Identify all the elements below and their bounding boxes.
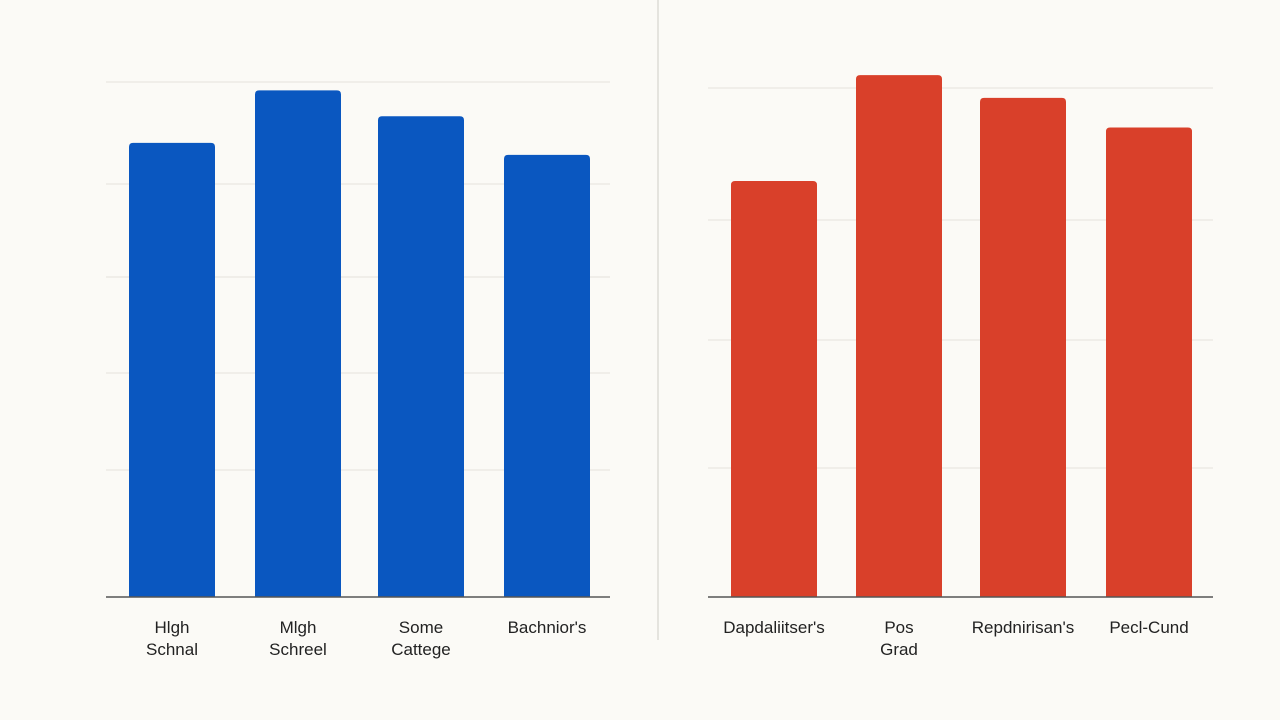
left-tick-label-1-line-2: Schnal	[146, 640, 198, 659]
right-bar-2	[856, 75, 942, 598]
right-tick-label-2-line-1: Pos	[884, 618, 913, 637]
left-bar-chart: Hlgh Schnal Mlgh Schreel Some Cattege Bachnior…	[106, 81, 610, 659]
right-bar-4	[1106, 127, 1192, 597]
left-bar-4	[504, 154, 590, 598]
left-tick-label-2-line-2: Schreel	[269, 640, 327, 659]
left-tick-label-3-line-1: Some	[399, 618, 443, 637]
right-bar-chart: Dapdaliitser's Pos Grad Repdnirisan's Pecl-C…	[708, 75, 1213, 659]
right-tick-label-1: Dapdaliitser's	[723, 618, 825, 637]
right-bar-1	[731, 181, 817, 598]
left-bar-3	[378, 116, 464, 598]
left-tick-label-1-line-1: Hlgh	[155, 618, 190, 637]
left-bar-1	[129, 142, 215, 597]
left-tick-label-3-line-2: Cattege	[391, 640, 451, 659]
left-bar-2	[255, 90, 341, 597]
right-tick-label-2-line-2: Grad	[880, 640, 918, 659]
right-bar-3	[980, 97, 1066, 598]
left-tick-label-2-line-1: Mlgh	[280, 618, 317, 637]
left-tick-label-4: Bachnior's	[508, 618, 587, 637]
right-tick-label-3: Repdnirisan's	[972, 618, 1074, 637]
right-tick-label-4: Pecl-Cund	[1109, 618, 1188, 637]
